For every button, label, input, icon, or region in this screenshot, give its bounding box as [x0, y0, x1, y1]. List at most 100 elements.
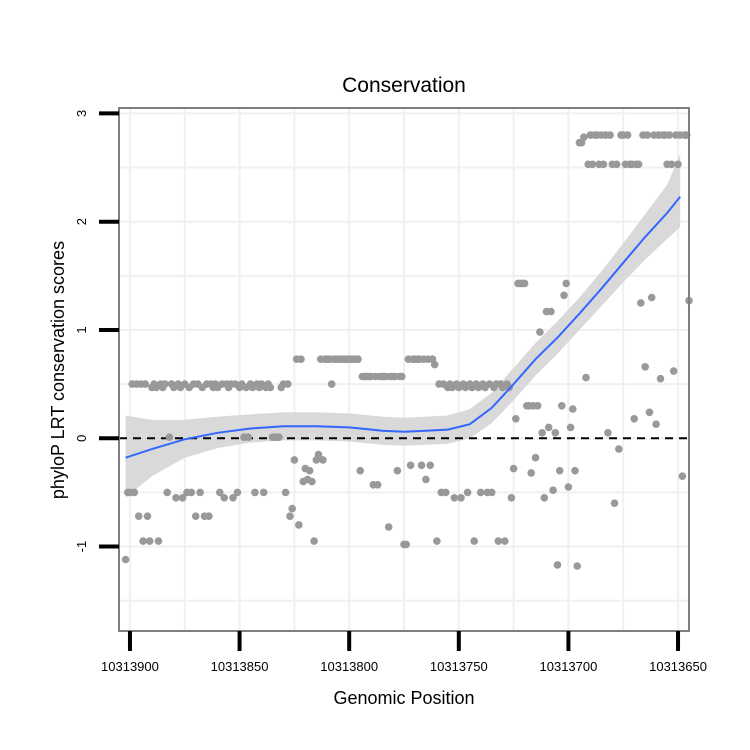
data-point	[121, 555, 130, 564]
data-point	[314, 450, 323, 459]
data-point	[604, 429, 612, 437]
x-axis: 10313900 10313850 10313800 10313750 10313700…	[101, 631, 707, 674]
data-point	[426, 461, 435, 470]
data-point	[295, 521, 303, 529]
data-point	[667, 160, 676, 169]
data-point	[555, 466, 564, 475]
data-point	[457, 494, 465, 502]
data-point	[558, 402, 566, 410]
data-point	[297, 355, 305, 364]
data-point	[669, 367, 678, 375]
x-axis-title: Genomic Position	[333, 688, 474, 708]
x-tick-label: 10313650	[649, 659, 707, 674]
data-point	[165, 433, 174, 442]
data-point	[623, 131, 632, 139]
data-point	[220, 494, 228, 502]
y-tick-label: 0	[74, 435, 89, 442]
data-point	[266, 383, 275, 392]
data-point	[141, 380, 150, 388]
data-point	[178, 494, 187, 502]
data-point	[520, 279, 529, 288]
data-point	[310, 537, 318, 545]
data-point	[229, 494, 237, 502]
data-point	[645, 408, 654, 417]
data-point	[244, 433, 253, 442]
data-point	[286, 512, 294, 520]
data-point	[233, 488, 242, 497]
data-point	[588, 160, 597, 169]
data-point	[665, 131, 674, 139]
data-point	[402, 540, 411, 549]
data-point	[384, 523, 393, 531]
data-point	[196, 488, 204, 497]
x-tick-label: 10313800	[320, 659, 378, 674]
data-point	[161, 380, 169, 388]
data-point	[422, 475, 430, 484]
panel-frame	[118, 107, 690, 632]
data-point	[319, 456, 327, 464]
data-point	[544, 423, 553, 432]
data-point	[433, 537, 441, 545]
data-point	[154, 537, 163, 545]
data-point	[560, 291, 568, 300]
data-point	[647, 293, 656, 302]
data-point	[187, 488, 196, 497]
data-point	[281, 488, 290, 497]
data-point	[612, 160, 621, 169]
data-point	[288, 504, 297, 513]
data-point	[641, 363, 649, 371]
data-point	[678, 472, 687, 481]
data-point	[191, 512, 200, 520]
data-point	[551, 429, 560, 437]
data-point	[553, 561, 562, 569]
y-tick-label: -1	[74, 541, 89, 553]
data-point	[564, 483, 573, 491]
data-point	[509, 464, 518, 473]
data-point	[354, 355, 362, 364]
data-point	[463, 488, 472, 497]
data-point	[562, 279, 570, 288]
data-point	[580, 133, 588, 141]
data-point	[284, 380, 292, 388]
data-point	[637, 299, 645, 307]
data-point	[536, 328, 544, 336]
data-point	[139, 537, 147, 545]
data-point	[327, 380, 336, 388]
data-point	[674, 160, 682, 169]
data-point	[643, 131, 652, 139]
data-point	[549, 486, 557, 495]
data-point	[494, 537, 503, 545]
y-tick-label: 3	[74, 110, 89, 117]
y-tick-label: 1	[74, 326, 89, 333]
data-point	[630, 415, 638, 423]
data-point	[476, 488, 485, 497]
data-point	[531, 453, 540, 462]
x-tick-label: 10313850	[211, 659, 269, 674]
data-point	[656, 374, 665, 383]
data-point	[441, 488, 450, 497]
data-point	[406, 461, 415, 470]
data-point	[145, 537, 154, 545]
data-point	[571, 466, 579, 475]
y-axis-title: phyloP LRT conservation scores	[48, 241, 68, 499]
data-point	[652, 420, 660, 429]
data-point	[634, 160, 643, 169]
data-point	[507, 494, 516, 502]
smooth-line	[125, 196, 681, 459]
data-point	[487, 488, 496, 497]
data-point	[527, 469, 535, 477]
data-point	[569, 405, 577, 413]
data-point	[610, 499, 619, 508]
data-point	[172, 494, 180, 502]
y-axis: -1 0 1 2 3	[74, 110, 119, 553]
data-point	[533, 402, 542, 410]
x-tick-label: 10313900	[101, 659, 159, 674]
data-point	[259, 488, 268, 497]
data-point	[398, 372, 406, 381]
x-tick-label: 10313750	[430, 659, 488, 674]
chart-title: Conservation	[342, 74, 466, 97]
data-point	[130, 488, 139, 497]
data-point	[566, 423, 575, 432]
data-point	[134, 512, 143, 520]
